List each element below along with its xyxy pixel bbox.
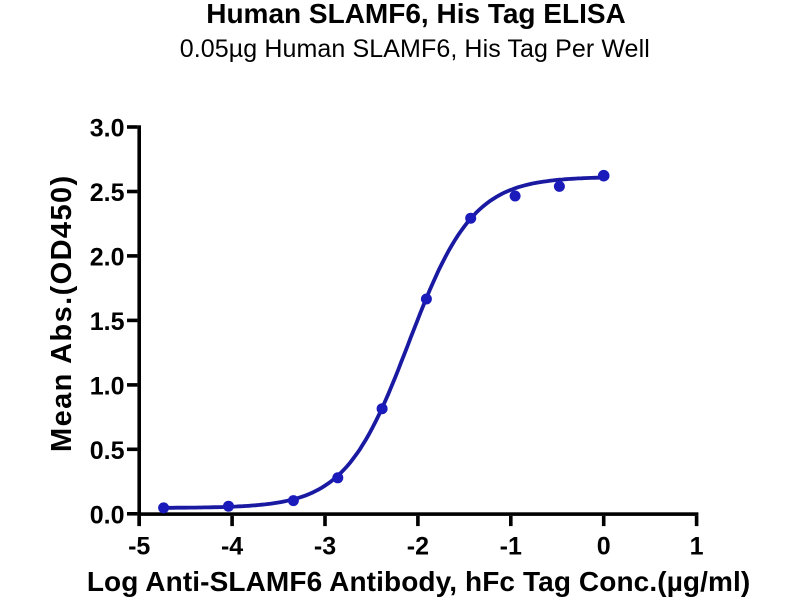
svg-text:1: 1 xyxy=(690,533,704,561)
svg-text:-2: -2 xyxy=(407,533,429,561)
svg-text:-3: -3 xyxy=(314,533,336,561)
svg-text:-5: -5 xyxy=(128,533,150,561)
svg-text:Human SLAMF6, His Tag ELISA: Human SLAMF6, His Tag ELISA xyxy=(206,0,626,29)
svg-text:0.05µg Human SLAMF6, His Tag P: 0.05µg Human SLAMF6, His Tag Per Well xyxy=(180,35,650,63)
svg-text:1.0: 1.0 xyxy=(90,372,125,400)
svg-text:0: 0 xyxy=(597,533,611,561)
svg-text:2.5: 2.5 xyxy=(90,179,125,207)
svg-text:-4: -4 xyxy=(221,533,243,561)
svg-text:0.5: 0.5 xyxy=(90,437,125,465)
svg-text:1.5: 1.5 xyxy=(90,308,125,336)
svg-text:2.0: 2.0 xyxy=(90,243,125,271)
svg-text:-1: -1 xyxy=(500,533,522,561)
svg-text:0.0: 0.0 xyxy=(90,501,125,529)
svg-text:Log Anti-SLAMF6 Antibody, hFc: Log Anti-SLAMF6 Antibody, hFc Tag Conc.(… xyxy=(87,566,751,597)
svg-text:Mean Abs.(OD450): Mean Abs.(OD450) xyxy=(46,174,78,452)
svg-text:3.0: 3.0 xyxy=(90,115,125,143)
